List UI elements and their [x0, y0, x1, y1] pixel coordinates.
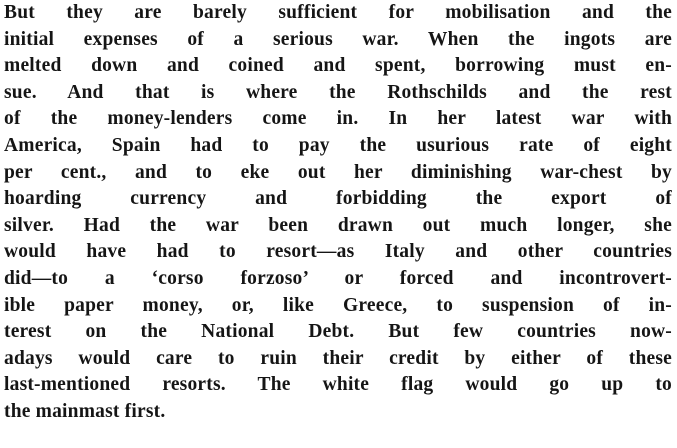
text-line: did—to a ‘corso forzoso’ or forced and i… — [4, 267, 672, 289]
text-line: per cent., and to eke out her diminishin… — [4, 161, 672, 183]
text-line: But they are barely sufficient for mobil… — [4, 2, 672, 23]
text-line: silver. Had the war been drawn out much … — [4, 214, 672, 236]
text-line: adays would care to ruin their credit by… — [4, 347, 672, 369]
article-text: But they are barely sufficient for mobil… — [4, 0, 672, 426]
text-line: sue. And that is where the Rothschilds a… — [4, 81, 672, 103]
text-line: the mainmast first. — [4, 400, 166, 422]
text-line: hoarding currency and forbidding the exp… — [4, 188, 672, 210]
text-line: ible paper money, or, like Greece, to su… — [4, 294, 672, 316]
text-line: terest on the National Debt. But few cou… — [4, 321, 672, 343]
text-line: melted down and coined and spent, borrow… — [4, 55, 672, 77]
text-line: last-mentioned resorts. The white flag w… — [4, 374, 672, 396]
text-line: initial expenses of a serious war. When … — [4, 28, 672, 50]
text-line: would have had to resort—as Italy and ot… — [4, 241, 672, 263]
text-line: America, Spain had to pay the usurious r… — [4, 134, 672, 156]
text-line: of the money-lenders come in. In her lat… — [4, 108, 672, 130]
